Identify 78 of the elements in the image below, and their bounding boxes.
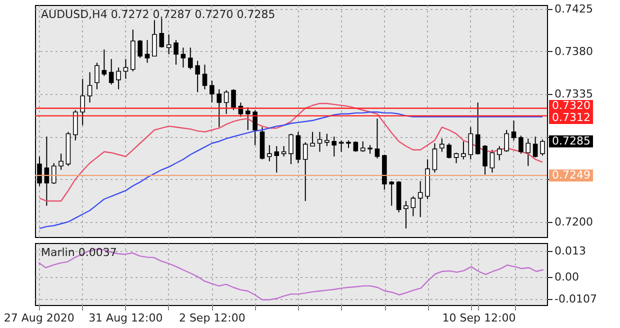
candlestick <box>511 120 516 141</box>
candlestick <box>440 138 444 152</box>
x-tick-label: 2 Sep 12:00 <box>178 312 246 324</box>
candlestick <box>166 34 172 55</box>
candlestick <box>267 144 272 162</box>
candlestick <box>51 162 56 184</box>
line-series <box>38 111 544 230</box>
candlestick <box>123 58 128 80</box>
x-tick-label: 10 Sep 12:00 <box>442 312 516 324</box>
candlestick <box>496 146 502 161</box>
candlestick <box>540 138 545 156</box>
candlestick <box>296 131 301 164</box>
text: 0.7285 <box>552 134 590 148</box>
candlestick <box>116 67 121 90</box>
candlestick <box>288 133 294 165</box>
candlestick <box>108 58 114 86</box>
candlestick <box>317 131 322 152</box>
candlestick <box>353 140 358 152</box>
candlestick <box>73 110 78 141</box>
candlestick <box>245 106 250 130</box>
candlestick <box>310 131 315 147</box>
candlestick <box>188 47 193 70</box>
candlestick <box>454 152 459 164</box>
candlestick <box>410 196 416 217</box>
candlestick <box>87 72 92 104</box>
ref-line-label: 0.7312 <box>552 111 590 124</box>
y-tick-label: 0.013 <box>554 244 586 258</box>
candlestick <box>475 102 480 156</box>
line-series <box>38 248 544 300</box>
candlestick <box>195 60 200 93</box>
candlestick <box>152 20 157 57</box>
candlestick <box>490 149 495 174</box>
candlestick <box>202 64 208 90</box>
candlestick <box>404 200 408 229</box>
candlestick <box>94 62 100 90</box>
candlestick <box>252 110 258 146</box>
candlestick <box>231 88 236 111</box>
candlestick <box>159 18 164 48</box>
candlestick <box>210 80 214 104</box>
candlestick <box>332 136 337 158</box>
candlestick <box>324 133 330 147</box>
candlestick <box>518 135 524 154</box>
y-tick-label: 0.7425 <box>554 2 593 16</box>
candlestick <box>274 146 280 174</box>
x-tick-label: 31 Aug 12:00 <box>88 312 163 324</box>
ref-line-label: 0.7249 <box>552 168 590 182</box>
candlestick <box>174 40 178 66</box>
candlestick <box>360 140 366 152</box>
candlestick <box>389 180 394 206</box>
chart-title: AUDUSD,H4 0.7272 0.7287 0.7270 0.7285 <box>41 8 276 21</box>
candlestick <box>482 144 488 175</box>
candlestick <box>461 140 466 160</box>
candlestick <box>302 142 308 202</box>
candlestick <box>138 40 142 59</box>
candlestick <box>532 136 538 158</box>
y-tick-label: 0.7335 <box>554 88 593 101</box>
y-tick-label: 0.7380 <box>554 44 593 58</box>
candlestick <box>180 47 186 68</box>
x-tick-label: 27 Aug 2020 <box>4 312 74 324</box>
candlestick <box>102 49 107 77</box>
y-tick-label: 0.00 <box>554 270 579 284</box>
candlestick <box>468 126 474 160</box>
candlestick <box>432 142 438 174</box>
candlestick <box>418 180 423 218</box>
candlestick <box>504 129 509 152</box>
candlestick <box>526 138 531 166</box>
candlestick <box>216 88 222 128</box>
ref-line-label: 0.7320 <box>552 99 590 112</box>
candlestick <box>80 78 86 126</box>
candlestick <box>58 153 64 170</box>
candlestick <box>144 40 150 64</box>
y-tick-label: -0.0107 <box>554 292 597 306</box>
y-tick-label: 0.7200 <box>554 215 593 228</box>
candlestick <box>224 90 229 114</box>
candlestick <box>374 118 380 159</box>
line-series <box>38 102 544 202</box>
candlestick <box>281 146 286 158</box>
candlestick <box>446 142 452 159</box>
